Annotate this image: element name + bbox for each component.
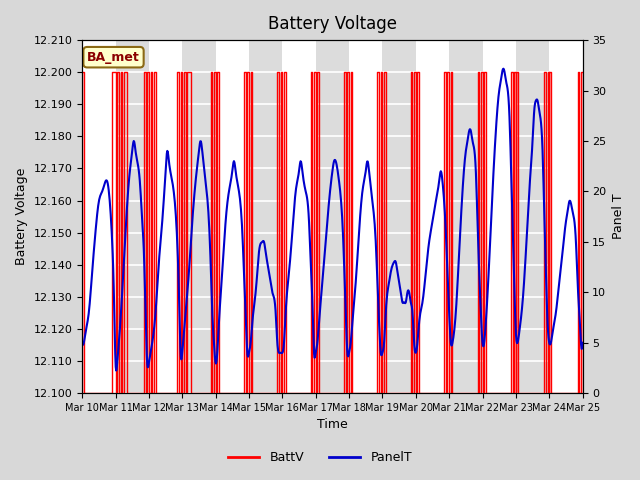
Text: BA_met: BA_met bbox=[87, 51, 140, 64]
Bar bbox=[516, 40, 549, 393]
Bar bbox=[549, 40, 582, 393]
Y-axis label: Battery Voltage: Battery Voltage bbox=[15, 168, 28, 265]
Title: Battery Voltage: Battery Voltage bbox=[268, 15, 397, 33]
Y-axis label: Panel T: Panel T bbox=[612, 194, 625, 240]
Bar bbox=[282, 40, 316, 393]
Bar bbox=[182, 40, 216, 393]
Bar bbox=[115, 40, 149, 393]
Bar bbox=[216, 40, 249, 393]
Bar bbox=[483, 40, 516, 393]
Bar bbox=[383, 40, 416, 393]
X-axis label: Time: Time bbox=[317, 419, 348, 432]
Bar bbox=[82, 40, 115, 393]
Bar bbox=[316, 40, 349, 393]
Bar bbox=[416, 40, 449, 393]
Bar bbox=[349, 40, 383, 393]
Bar bbox=[149, 40, 182, 393]
Bar bbox=[249, 40, 282, 393]
Legend: BattV, PanelT: BattV, PanelT bbox=[223, 446, 417, 469]
Bar bbox=[449, 40, 483, 393]
